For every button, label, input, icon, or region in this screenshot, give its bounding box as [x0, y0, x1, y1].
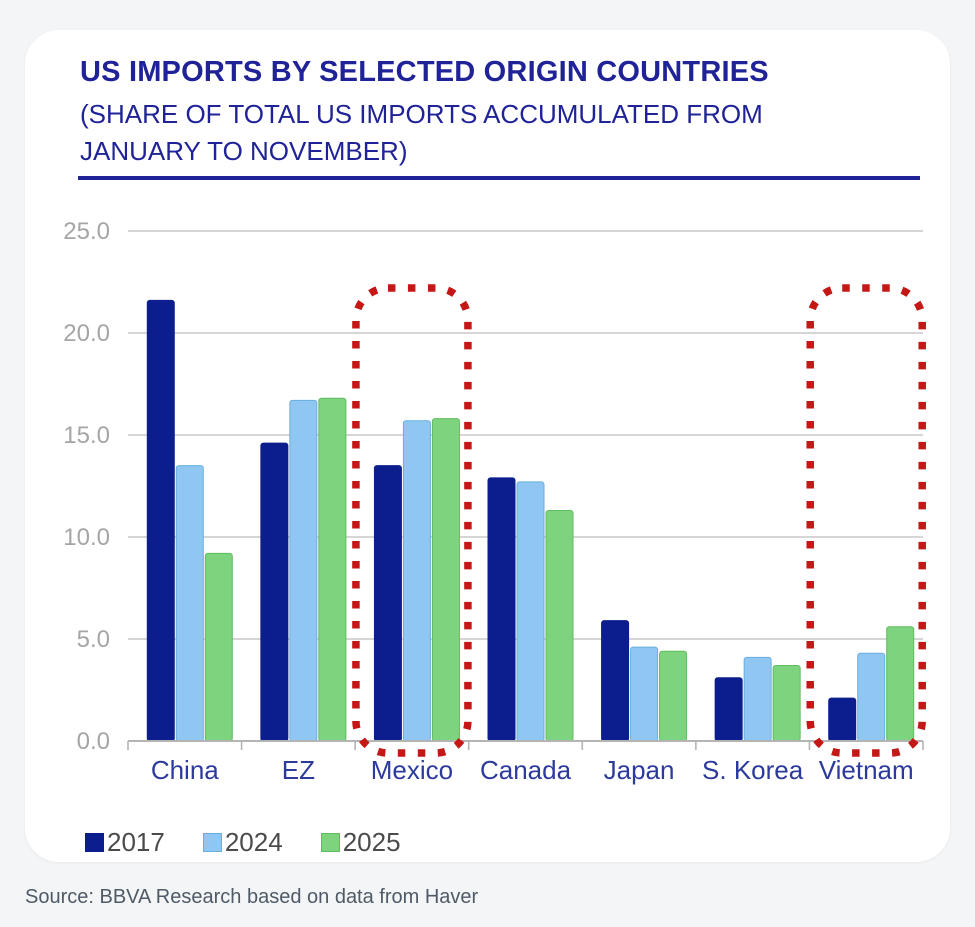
y-axis-tick-label: 10.0 — [63, 524, 110, 551]
bar-chart: 0.0 5.0 10.0 15.0 20.0 25.0 China EZ Mexico Canad… — [63, 218, 926, 785]
legend-item-2024: 2024 — [202, 827, 283, 858]
bar-2017-japan — [601, 620, 630, 742]
y-axis-tick-label: 25.0 — [63, 218, 110, 245]
x-axis-category-label: Vietnam — [819, 755, 914, 785]
legend-item-2017: 2017 — [85, 827, 165, 858]
y-axis-tick-label: 15.0 — [63, 422, 110, 449]
y-axis-tick-label: 20.0 — [63, 320, 110, 347]
legend-swatch-2017 — [85, 833, 104, 852]
bar-2025-s-korea — [772, 665, 801, 742]
legend-label-2024: 2024 — [224, 827, 283, 857]
bar-2017-mexico — [373, 465, 402, 742]
source-note: Source: BBVA Research based on data from… — [25, 886, 479, 908]
bar-2017-s-korea — [714, 677, 743, 742]
chart-header: US IMPORTS BY SELECTED ORIGIN COUNTRIES … — [80, 56, 925, 170]
legend-swatch-2025 — [320, 833, 340, 852]
bar-2025-ez — [318, 397, 347, 742]
chart-title: US IMPORTS BY SELECTED ORIGIN COUNTRIES — [80, 56, 769, 88]
bar-2024-china — [175, 465, 204, 742]
bar-2017-ez — [260, 442, 289, 742]
bar-2025-canada — [545, 509, 574, 742]
chart-card: US IMPORTS BY SELECTED ORIGIN COUNTRIES … — [25, 30, 950, 862]
bar-2025-mexico — [431, 418, 460, 742]
bar-2024-mexico — [402, 420, 431, 742]
chart-subtitle: (SHARE OF TOTAL US IMPORTS ACCUMULATED F… — [80, 99, 763, 166]
bar-2025-vietnam — [886, 626, 915, 742]
bar-2024-s-korea — [743, 656, 772, 742]
highlight-box-vietnam — [806, 284, 926, 757]
x-axis-category-label: EZ — [282, 755, 315, 785]
x-axis-category-label: China — [151, 755, 219, 785]
y-axis-tick-label: 0.0 — [77, 728, 110, 755]
bar-2017-vietnam — [828, 697, 857, 742]
bar-2017-canada — [487, 477, 516, 742]
y-axis-tick-label: 5.0 — [77, 626, 110, 653]
x-axis-category-label: Japan — [604, 755, 675, 785]
x-axis-category-label: Canada — [480, 755, 572, 785]
bar-2025-china — [204, 552, 233, 742]
bar-2024-ez — [289, 399, 318, 742]
legend-label-2025: 2025 — [342, 827, 401, 857]
bar-2017-china — [146, 299, 175, 742]
bar-2025-japan — [659, 650, 688, 742]
bar-2024-vietnam — [857, 652, 886, 742]
x-axis-category-label: S. Korea — [702, 755, 804, 785]
legend-swatch-2024 — [202, 833, 222, 852]
bar-2024-japan — [630, 646, 659, 742]
title-underline — [78, 176, 920, 180]
chart-legend: 2017 2024 2025 — [85, 827, 401, 858]
legend-label-2017: 2017 — [107, 827, 165, 857]
highlight-box-mexico — [352, 284, 472, 757]
x-axis-category-label: Mexico — [371, 755, 453, 785]
legend-item-2025: 2025 — [320, 827, 401, 858]
bar-2024-canada — [516, 481, 545, 742]
